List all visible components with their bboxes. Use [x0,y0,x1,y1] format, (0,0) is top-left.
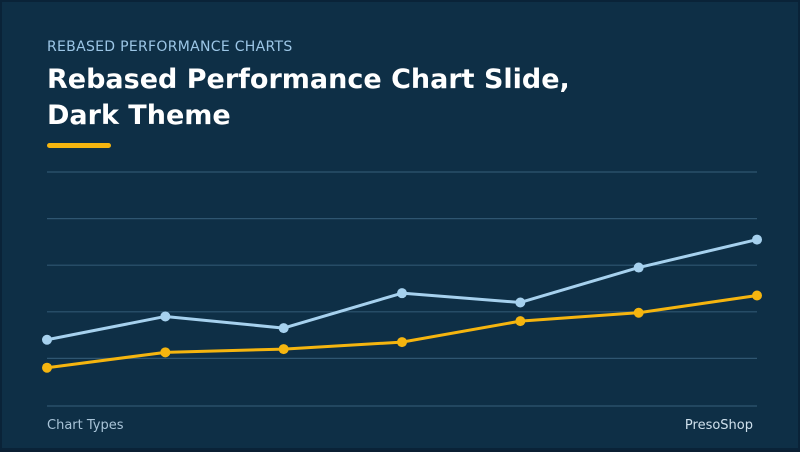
series-2-point-6 [633,307,644,318]
series-2-point-3 [278,344,289,355]
series-2-point-2 [160,347,171,358]
series-2-point-7 [752,290,762,301]
footer-brand: PresoShop [684,418,753,433]
slide-eyebrow: REBASED PERFORMANCE CHARTS [47,39,293,55]
series-1-point-7 [752,234,762,245]
series-1-point-5 [515,297,526,308]
slide-title: Rebased Performance Chart Slide, Dark Th… [47,64,570,131]
footer-chart-types: Chart Types [47,418,124,433]
series-1-point-2 [160,311,171,322]
series-line-2 [46,294,758,370]
title-accent-bar [47,143,111,148]
series-1-point-1 [42,334,52,345]
series-1-point-6 [633,262,644,273]
series-2-point-1 [42,362,52,373]
series-1-point-3 [278,323,289,334]
series-2-point-4 [397,337,407,348]
series-2-point-5 [515,316,526,327]
series-1-point-4 [397,288,407,299]
